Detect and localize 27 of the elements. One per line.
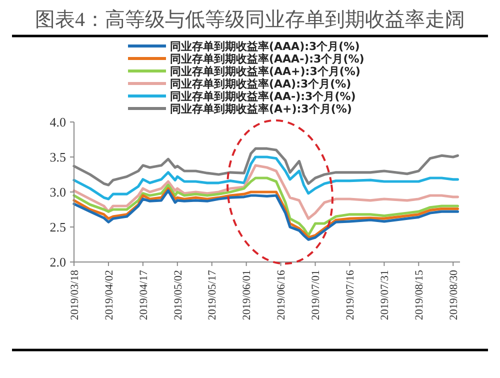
line-series [72, 156, 459, 200]
x-tick-label: 2019/03/18 [68, 270, 81, 320]
x-tick-label: 2019/08/30 [448, 270, 460, 320]
chart-title: 图表4：高等级与低等级同业存单到期收益率走阔 [35, 8, 465, 31]
y-tick-label: 2.0 [50, 254, 66, 270]
y-tick-label: 3.0 [50, 184, 66, 200]
x-tick-label: 2019/08/15 [413, 270, 426, 320]
x-tick-label: 2019/07/31 [379, 270, 392, 320]
legend-label: 同业存单到期收益率(AA):3个月(%) [170, 77, 352, 90]
legend-label: 同业存单到期收益率(AA-):3个月(%) [170, 90, 356, 103]
line-series [72, 164, 459, 220]
x-tick-label: 2019/06/01 [241, 270, 254, 320]
legend-label: 同业存单到期收益率(AAA):3个月(%) [170, 40, 360, 53]
legend-label: 同业存单到期收益率(AA+):3个月(%) [170, 64, 360, 78]
x-tick-label: 2019/05/17 [206, 270, 219, 320]
legend-label: 同业存单到期收益率(AAA-):3个月(%) [170, 52, 364, 66]
x-tick-label: 2019/04/17 [138, 270, 150, 320]
x-tick-label: 2019/05/02 [172, 270, 184, 320]
y-tick-label: 4.0 [50, 114, 66, 130]
x-tick-label: 2019/06/16 [276, 270, 288, 320]
x-tick-label: 2019/07/01 [310, 270, 322, 320]
y-tick-label: 3.5 [50, 150, 66, 165]
legend-label: 同业存单到期收益率(A+):3个月(%) [170, 102, 352, 116]
x-tick-label: 2019/07/16 [344, 270, 357, 320]
x-tick-label: 2019/04/02 [103, 270, 116, 320]
y-tick-label: 2.5 [50, 220, 66, 235]
line-series [72, 176, 459, 237]
